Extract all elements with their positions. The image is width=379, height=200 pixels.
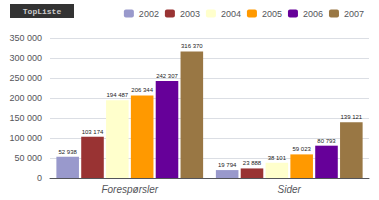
svg-text:2005: 2005	[262, 9, 282, 19]
svg-text:50 000: 50 000	[14, 153, 42, 163]
svg-text:Sider: Sider	[278, 184, 302, 195]
svg-text:250 000: 250 000	[9, 73, 42, 83]
svg-text:2003: 2003	[180, 9, 200, 19]
svg-text:100 000: 100 000	[9, 133, 42, 143]
svg-text:38 101: 38 101	[268, 155, 287, 161]
svg-text:2007: 2007	[344, 9, 364, 19]
svg-text:2006: 2006	[303, 9, 323, 19]
svg-text:150 000: 150 000	[9, 113, 42, 123]
svg-text:TopListe: TopListe	[23, 7, 62, 16]
svg-text:103 174: 103 174	[82, 129, 104, 135]
svg-text:52 938: 52 938	[58, 149, 77, 155]
svg-text:80 793: 80 793	[317, 138, 336, 144]
svg-text:2002: 2002	[139, 9, 159, 19]
svg-text:139 121: 139 121	[340, 114, 362, 120]
svg-text:2004: 2004	[221, 9, 241, 19]
svg-text:316 370: 316 370	[181, 43, 203, 49]
svg-text:19 794: 19 794	[218, 162, 237, 168]
svg-text:200 000: 200 000	[9, 93, 42, 103]
svg-text:0: 0	[37, 173, 42, 183]
svg-text:350 000: 350 000	[9, 33, 42, 43]
svg-text:300 000: 300 000	[9, 53, 42, 63]
svg-text:206 344: 206 344	[131, 87, 153, 93]
svg-text:23 888: 23 888	[243, 160, 262, 166]
svg-text:242 307: 242 307	[156, 73, 178, 79]
svg-text:194 487: 194 487	[106, 92, 128, 98]
svg-text:Forespørsler: Forespørsler	[101, 184, 158, 195]
svg-text:59 023: 59 023	[292, 146, 311, 152]
